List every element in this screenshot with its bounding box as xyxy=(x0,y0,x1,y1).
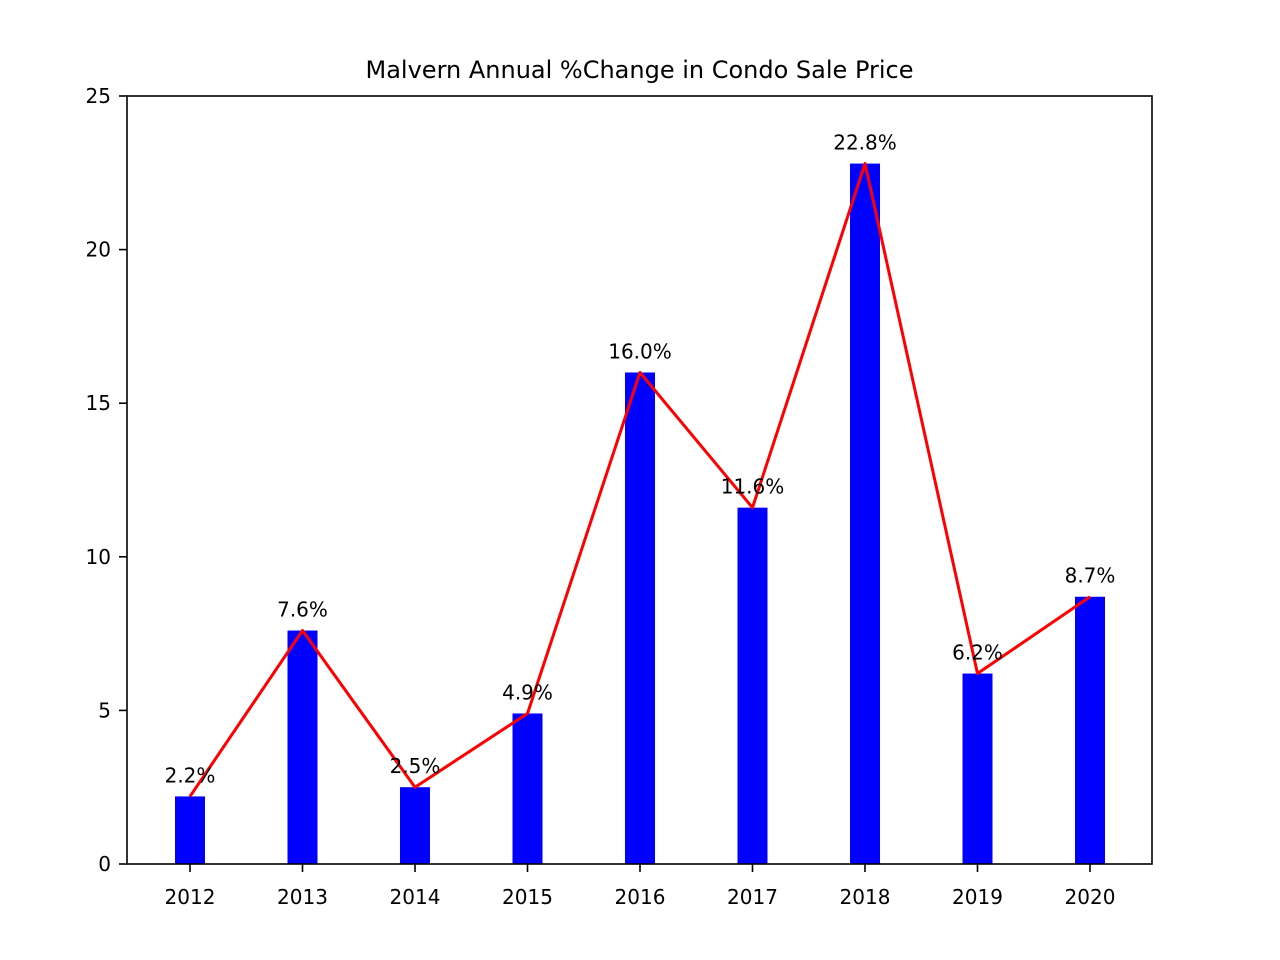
data-label-2013: 7.6% xyxy=(277,598,328,622)
x-tick-label-2017: 2017 xyxy=(727,885,778,909)
data-labels-layer: 2.2% 7.6% 2.5% 4.9% 16.0% 11.6% 22.8% 6.2% 8.7% xyxy=(165,131,1116,788)
trend-line-layer xyxy=(188,162,1091,798)
trend-line xyxy=(188,162,1091,798)
data-label-2020: 8.7% xyxy=(1065,564,1116,588)
y-tick-label: 25 xyxy=(86,84,111,108)
x-tick-label-2012: 2012 xyxy=(165,885,216,909)
bars-layer xyxy=(175,163,1105,865)
x-tick-label-2016: 2016 xyxy=(615,885,666,909)
x-tick-label-2020: 2020 xyxy=(1065,885,1116,909)
data-label-2016: 16.0% xyxy=(608,339,672,363)
y-tick-label: 5 xyxy=(98,698,111,722)
axes-layer: 0 5 10 15 20 25 2012 2013 2014 2015 2016 2017 2018 20… xyxy=(86,84,1153,909)
bar-2013 xyxy=(287,630,318,864)
bar-2012 xyxy=(175,796,205,864)
data-label-2019: 6.2% xyxy=(952,641,1003,665)
y-tick-label: 20 xyxy=(86,238,111,262)
x-tick-label-2015: 2015 xyxy=(502,885,553,909)
y-tick-label: 10 xyxy=(86,545,111,569)
bar-2015 xyxy=(512,713,543,864)
y-tick-label: 15 xyxy=(86,391,111,415)
x-tick-label-2013: 2013 xyxy=(277,885,328,909)
data-label-2014: 2.5% xyxy=(390,754,441,778)
y-tick-label: 0 xyxy=(98,852,111,876)
bar-2019 xyxy=(962,673,993,864)
data-label-2012: 2.2% xyxy=(165,763,216,787)
x-tick-label-2018: 2018 xyxy=(840,885,891,909)
bar-2016 xyxy=(625,372,655,864)
data-label-2018: 22.8% xyxy=(833,131,897,155)
data-label-2017: 11.6% xyxy=(721,475,785,499)
chart-title: Malvern Annual %Change in Condo Sale Pri… xyxy=(366,56,914,84)
x-tick-label-2019: 2019 xyxy=(952,885,1003,909)
bar-2020 xyxy=(1075,596,1105,864)
bar-2018 xyxy=(850,163,880,865)
data-label-2015: 4.9% xyxy=(502,680,553,704)
bar-2017 xyxy=(737,507,768,864)
x-tick-label-2014: 2014 xyxy=(390,885,441,909)
bar-2014 xyxy=(400,787,430,864)
